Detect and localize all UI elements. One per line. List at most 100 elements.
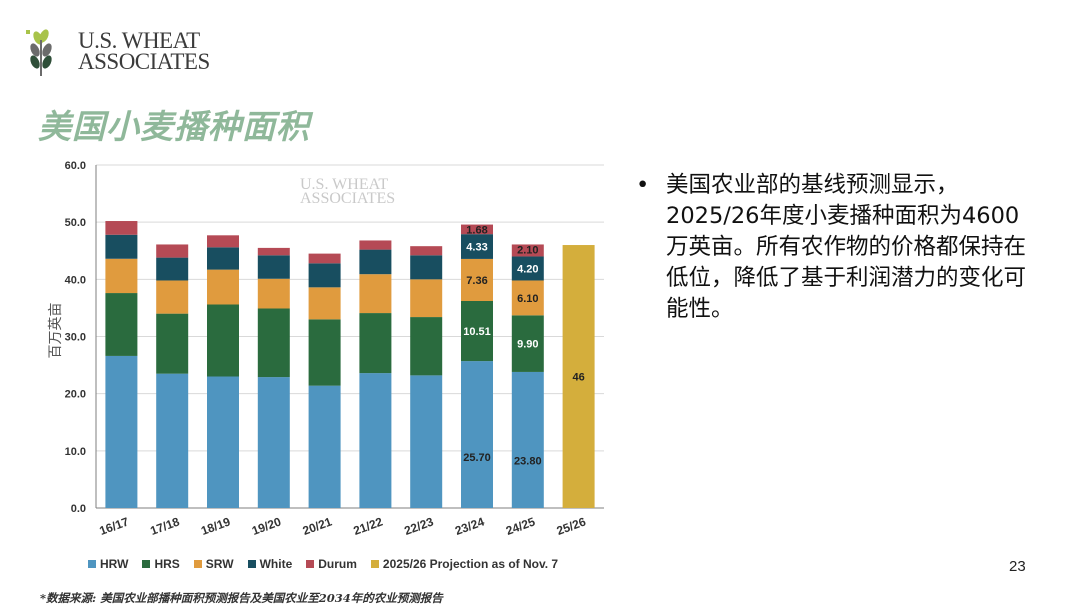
data-label: 7.36	[466, 275, 487, 287]
logo-line-2: ASSOCIATES	[78, 49, 210, 74]
bar-white-20-21	[308, 263, 341, 288]
bar-white-23-24	[461, 234, 493, 259]
bullet-marker: •	[636, 172, 650, 198]
data-label: 23.80	[514, 455, 542, 467]
legend-item: 2025/26 Projection as of Nov. 7	[370, 556, 559, 572]
y-tick-label: 10.0	[65, 446, 86, 458]
data-label: 2.10	[517, 244, 538, 256]
watermark-line-2: ASSOCIATES	[300, 190, 396, 207]
legend-label: SRW	[205, 557, 234, 571]
y-tick-label: 0.0	[71, 503, 86, 515]
bar-hrs-21-22	[359, 313, 392, 374]
bar-hrs-16-17	[105, 293, 138, 356]
y-tick-label: 50.0	[65, 217, 86, 229]
data-label: 46	[572, 372, 584, 384]
data-label: 4.33	[466, 242, 487, 254]
bar-hrs-17-18	[156, 313, 189, 374]
bar-hrs-22-23	[410, 317, 443, 376]
legend-item: White	[247, 556, 293, 572]
bar-durum-18-19	[207, 235, 239, 248]
legend-swatch	[247, 560, 256, 568]
footnote: *数据来源: 美国农业部播种面积预测报告及美国农业至2034年的农业预测报告	[40, 591, 443, 605]
page-title: 美国小麦播种面积	[38, 107, 310, 146]
bar-white-19-20	[257, 255, 290, 279]
bar-durum-23-24	[461, 224, 493, 235]
x-tick-label: 20/21	[301, 514, 334, 538]
bar-srw-16-17	[105, 258, 138, 294]
bar-hrw-21-22	[359, 373, 392, 508]
bar-srw-17-18	[156, 280, 189, 314]
legend-label: 2025/26 Projection as of Nov. 7	[382, 557, 559, 571]
bar-hrw-16-17	[105, 355, 138, 508]
data-label: 1.68	[466, 225, 487, 237]
bar-durum-20-21	[308, 253, 341, 264]
data-label: 10.51	[463, 326, 491, 338]
bar-white-22-23	[410, 255, 443, 280]
bar-srw-23-24	[461, 258, 493, 301]
bullet-text: 美国农业部的基线预测显示，2025/26年度小麦播种面积为4600万英亩。所有农…	[666, 172, 1027, 322]
y-axis-label: 百万英亩	[47, 303, 64, 359]
x-tick-label: 21/22	[352, 514, 385, 538]
bar-hrw-20-21	[308, 385, 341, 508]
logo-text: U.S. WHEAT ASSOCIATES	[78, 28, 210, 74]
x-tick-label: 19/20	[250, 514, 283, 538]
bar-hrs-18-19	[207, 304, 239, 377]
bar-hrs-20-21	[308, 319, 341, 386]
x-tick-label: 16/17	[98, 514, 131, 538]
legend-swatch	[193, 560, 202, 568]
bar-hrw-17-18	[156, 373, 189, 508]
bar-srw-21-22	[359, 274, 392, 314]
chart-watermark: U.S. WHEAT ASSOCIATES	[300, 176, 396, 207]
legend-swatch	[142, 560, 151, 568]
bar-white-21-22	[359, 249, 392, 275]
bar-srw-18-19	[207, 269, 239, 305]
bar-srw-19-20	[257, 278, 290, 309]
y-tick-label: 60.0	[65, 160, 86, 172]
logo: U.S. WHEAT ASSOCIATES	[24, 28, 214, 78]
x-tick-label: 18/19	[199, 514, 232, 538]
data-label: 6.10	[517, 293, 538, 305]
legend-label: Durum	[318, 557, 357, 571]
bar-white-18-19	[207, 247, 239, 270]
legend-item: SRW	[193, 556, 234, 572]
wheat-logo-icon	[26, 29, 52, 76]
watermark-line-1: U.S. WHEAT	[300, 176, 389, 193]
legend-swatch	[370, 560, 379, 568]
bar-durum-21-22	[359, 240, 392, 250]
bar-durum-22-23	[410, 246, 443, 256]
bar-hrw-24-25	[511, 371, 544, 508]
bar-srw-24-25	[511, 280, 544, 316]
x-tick-label: 24/25	[504, 514, 537, 538]
legend-swatch	[306, 560, 315, 568]
bar-durum-24-25	[511, 244, 544, 257]
chart-canvas: 0.0 10.0 20.0 30.0 40.0 50.0 60.0 百万英亩 16/17 17/1…	[47, 160, 604, 538]
bar-hrw-18-19	[207, 376, 239, 508]
y-tick-label: 30.0	[65, 332, 86, 344]
bar-srw-22-23	[410, 279, 443, 318]
bar-hrw-23-24	[461, 361, 493, 508]
bar-hrs-24-25	[511, 315, 544, 372]
legend-item: HRW	[88, 556, 128, 572]
bar-hrw-22-23	[410, 375, 443, 508]
x-tick-label: 23/24	[453, 514, 486, 538]
bar-durum-16-17	[105, 221, 138, 235]
y-tick-label: 20.0	[65, 389, 86, 401]
page-number: 23	[1009, 558, 1026, 575]
bar-srw-20-21	[308, 287, 341, 320]
legend-item: Durum	[306, 556, 357, 572]
bar-hrw-19-20	[257, 377, 290, 508]
chart-legend: HRW HRS SRW White Durum 2025/26 Projection as…	[88, 556, 572, 572]
data-label: 9.90	[517, 339, 538, 351]
legend-label: HRW	[100, 557, 129, 571]
x-tick-label: 17/18	[148, 514, 181, 538]
x-tick-label: 22/23	[402, 514, 435, 538]
bar-durum-17-18	[156, 244, 189, 258]
data-label: 25.70	[463, 452, 491, 464]
bar-hrs-23-24	[461, 300, 493, 362]
x-tick-label: 25/26	[555, 514, 588, 538]
bar-white-24-25	[511, 256, 544, 281]
logo-line-1: U.S. WHEAT	[78, 28, 200, 53]
bar-202526-25-26	[562, 245, 595, 508]
data-label: 4.20	[517, 263, 538, 275]
legend-label: White	[259, 557, 293, 571]
